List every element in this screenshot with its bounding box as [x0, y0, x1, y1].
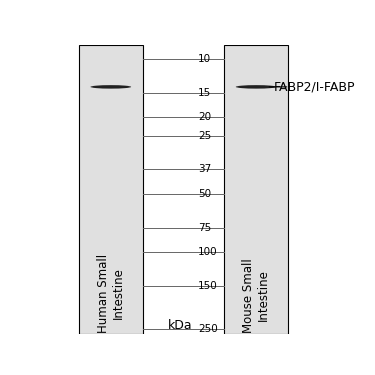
- Text: Human Small
Intestine: Human Small Intestine: [97, 254, 125, 333]
- Text: 50: 50: [198, 189, 211, 199]
- Text: 150: 150: [198, 282, 218, 291]
- Text: Mouse Small
Intestine: Mouse Small Intestine: [242, 258, 270, 333]
- Text: 75: 75: [198, 223, 211, 233]
- Ellipse shape: [90, 85, 131, 88]
- Text: 37: 37: [198, 164, 211, 174]
- Text: kDa: kDa: [168, 319, 193, 332]
- Text: 100: 100: [198, 248, 217, 257]
- Text: FABP2/I-FABP: FABP2/I-FABP: [273, 80, 355, 93]
- Text: 20: 20: [198, 112, 211, 122]
- Text: 10: 10: [198, 54, 211, 64]
- Bar: [224, 45, 288, 334]
- Text: 15: 15: [198, 88, 211, 98]
- Text: 250: 250: [198, 324, 218, 334]
- Bar: [79, 45, 143, 334]
- Ellipse shape: [236, 85, 276, 88]
- Text: 25: 25: [198, 130, 211, 141]
